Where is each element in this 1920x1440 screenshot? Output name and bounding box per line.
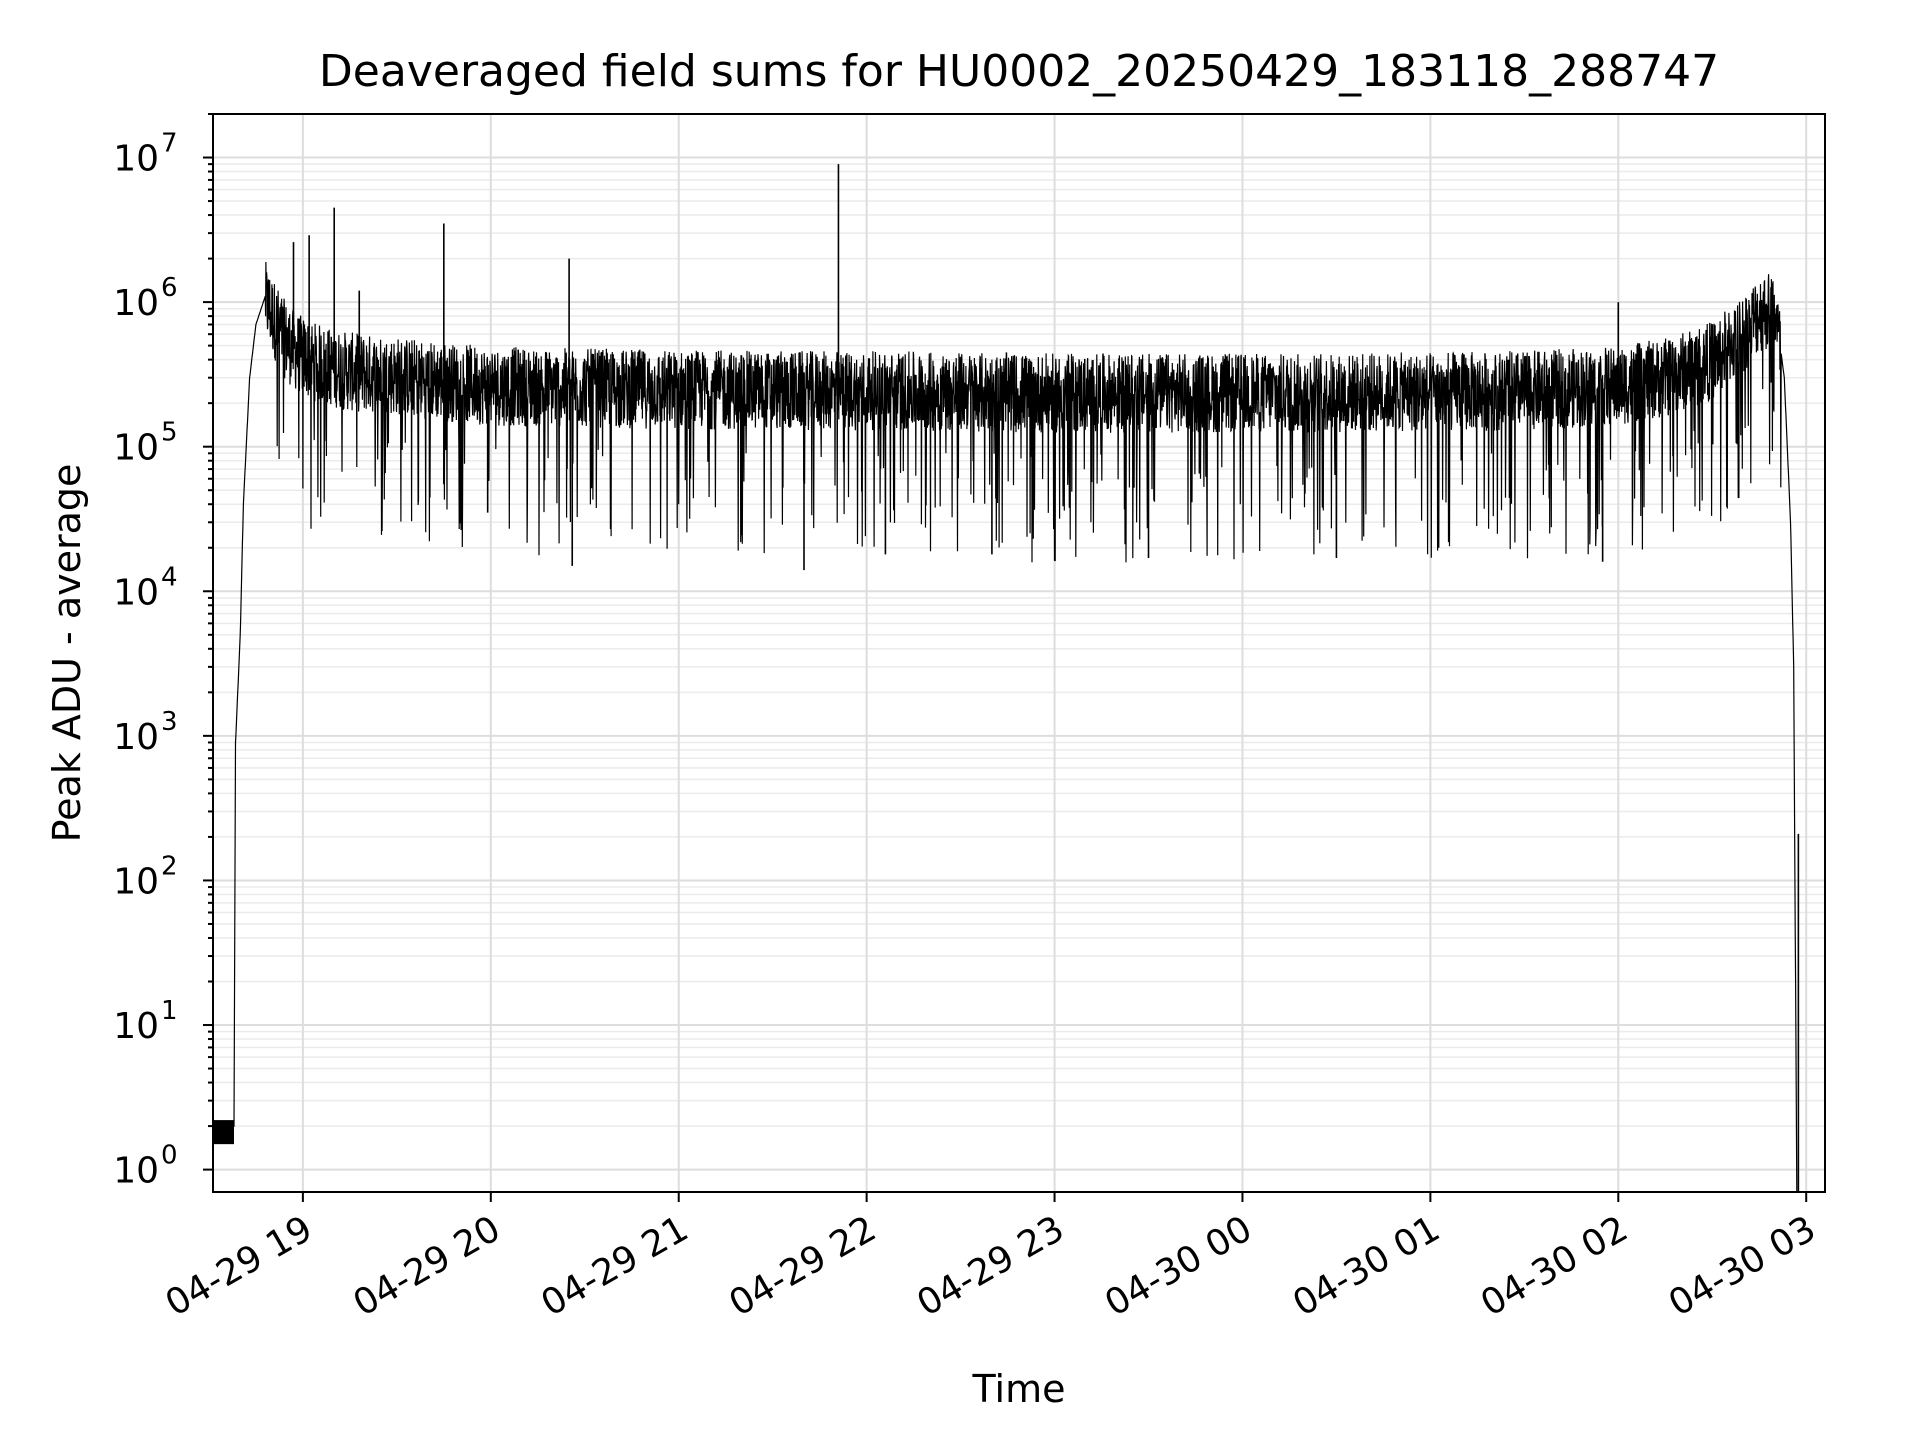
y-tick-label: 10 — [113, 1006, 159, 1047]
grid-lines — [213, 113, 1825, 1192]
y-tick-label: 10 — [113, 283, 159, 324]
x-axis-label: Time — [972, 1367, 1066, 1411]
y-tick-exponent: 3 — [161, 707, 178, 737]
chart-title: Deaveraged field sums for HU0002_2025042… — [319, 46, 1719, 97]
y-axis-label: Peak ADU - average — [45, 464, 89, 843]
y-tick-exponent: 5 — [161, 418, 178, 448]
y-tick-exponent: 7 — [161, 129, 178, 159]
low-value-band — [213, 1120, 234, 1145]
y-tick-exponent: 1 — [161, 996, 178, 1026]
y-tick-exponent: 2 — [161, 851, 178, 881]
y-tick-label: 10 — [113, 861, 159, 902]
y-tick-exponent: 0 — [161, 1141, 178, 1171]
y-tick-label: 10 — [113, 717, 159, 758]
plot-frame — [212, 113, 1826, 1193]
y-tick-label: 10 — [113, 139, 159, 180]
y-tick-exponent: 4 — [161, 562, 178, 592]
y-tick-label: 10 — [113, 1151, 159, 1192]
series-line — [213, 261, 1798, 1193]
data-line — [213, 164, 1800, 1193]
y-tick-label: 10 — [113, 428, 159, 469]
y-tick-label: 10 — [113, 572, 159, 613]
y-tick-exponent: 6 — [161, 273, 178, 303]
